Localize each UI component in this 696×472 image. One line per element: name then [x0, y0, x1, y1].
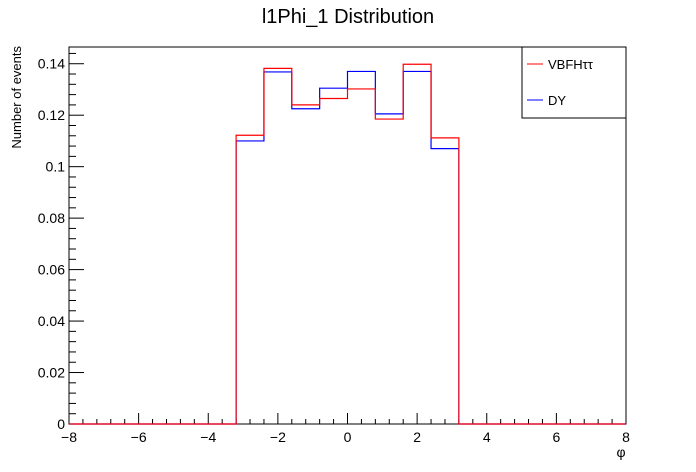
legend-label-vbfh: VBFHττ [548, 57, 594, 72]
y-tick-label: 0.12 [38, 107, 65, 123]
plot-area [69, 63, 626, 425]
legend: VBFHττ DY [521, 46, 627, 119]
x-tick-label: 4 [483, 429, 491, 445]
x-tick-label: −2 [270, 429, 286, 445]
y-tick-label: 0.04 [38, 313, 65, 329]
chart-title: l1Phi_1 Distribution [262, 6, 434, 28]
x-tick-label: 6 [552, 429, 560, 445]
y-tick-label: 0.06 [38, 262, 65, 278]
y-axis-label: Number of events [9, 46, 24, 149]
x-tick-label: 2 [413, 429, 421, 445]
x-tick-label: −8 [61, 429, 77, 445]
x-axis-label: φ [616, 444, 625, 460]
x-tick-label: 0 [344, 429, 352, 445]
x-tick-label: 8 [622, 429, 630, 445]
legend-label-dy: DY [548, 93, 566, 108]
legend-box [521, 46, 627, 119]
y-tick-label: 0.02 [38, 365, 65, 381]
x-tick-label: −4 [200, 429, 216, 445]
y-tick-label: 0.14 [38, 56, 65, 72]
x-tick-label: −6 [131, 429, 147, 445]
x-axis: −8 −6 −4 −2 0 2 4 6 8 [61, 413, 630, 445]
y-tick-label: 0 [57, 416, 65, 432]
y-axis: 0 0.02 0.04 0.06 0.08 0.1 0.12 0.14 [38, 52, 84, 432]
y-tick-label: 0.1 [46, 159, 66, 175]
series-vbfh-line [69, 63, 626, 425]
series-dy-line [69, 70, 626, 425]
y-tick-label: 0.08 [38, 210, 65, 226]
